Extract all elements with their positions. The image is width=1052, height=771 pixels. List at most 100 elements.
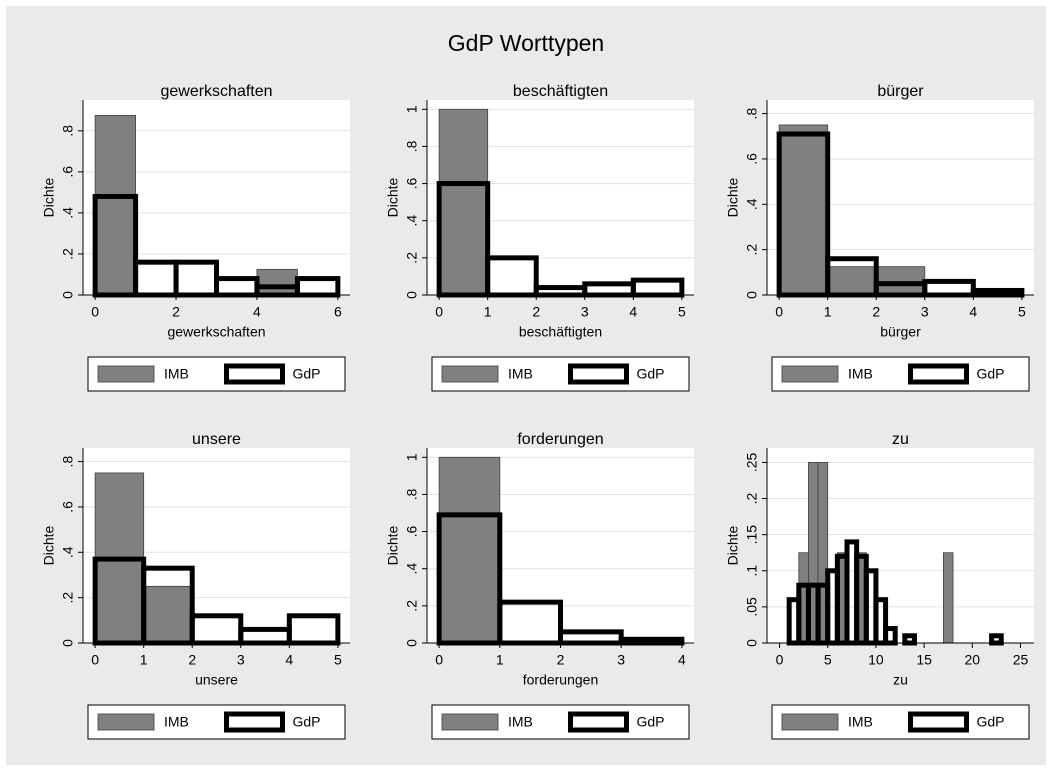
y-tick-label: 1: [404, 453, 420, 461]
hist-bar: [438, 108, 489, 296]
legend-swatch: [781, 713, 839, 731]
panel: zu 0 .05 .1 .15 .2 .25 Dichte 0 5 10 15 20 25 zu IMB GdP: [725, 431, 1034, 740]
y-tick-label: .05: [744, 597, 760, 617]
x-axis-label: unsere: [195, 672, 238, 688]
legend-label: IMB: [848, 366, 873, 382]
panel-title: zu: [892, 431, 909, 448]
hist-bar: [970, 287, 1025, 298]
legend-label: IMB: [848, 714, 873, 730]
legend-label: GdP: [977, 366, 1005, 382]
y-tick-label: .4: [744, 198, 760, 210]
y-tick-label: 0: [60, 639, 76, 647]
main-title: GdP Worttypen: [448, 30, 604, 56]
y-tick-label: .8: [404, 488, 420, 500]
y-tick-label: 0: [744, 291, 760, 299]
panel-title: bürger: [877, 83, 924, 100]
y-tick-label: .8: [60, 456, 76, 468]
x-tick-label: 0: [775, 304, 783, 320]
x-tick-label: 1: [496, 652, 504, 668]
x-tick-label: 3: [617, 652, 625, 668]
y-axis-label: Dichte: [41, 525, 57, 565]
x-tick-label: 5: [824, 652, 832, 668]
y-tick-label: 0: [404, 291, 420, 299]
legend-swatch: [97, 365, 155, 383]
x-tick-label: 3: [921, 304, 929, 320]
y-tick-label: .15: [744, 525, 760, 545]
legend-box: [87, 704, 346, 740]
x-tick-label: 3: [237, 652, 245, 668]
legend-label: GdP: [293, 714, 321, 730]
y-tick-label: .2: [404, 600, 420, 612]
x-tick-label: 0: [91, 304, 99, 320]
panel: gewerkschaften 0 .2 .4 .6 .8 Dichte 0 2 4 6 gewerks…: [41, 83, 350, 392]
y-tick-label: .2: [60, 592, 76, 604]
x-tick-label: 2: [872, 304, 880, 320]
x-tick-label: 5: [678, 304, 686, 320]
y-tick-label: .2: [744, 493, 760, 505]
x-tick-label: 0: [435, 652, 443, 668]
x-axis-label: zu: [893, 672, 908, 688]
y-tick-label: .6: [404, 178, 420, 190]
x-axis-label: beschäftigten: [519, 324, 602, 340]
y-axis-label: Dichte: [725, 177, 741, 217]
hist-bar: [94, 114, 136, 296]
y-tick-label: .4: [60, 207, 76, 219]
x-tick-label: 20: [965, 652, 981, 668]
x-axis-label: gewerkschaften: [167, 324, 265, 340]
x-tick-label: 5: [1018, 304, 1026, 320]
legend-label: IMB: [508, 714, 533, 730]
y-axis-label: Dichte: [41, 177, 57, 217]
x-tick-label: 4: [285, 652, 293, 668]
y-tick-label: 0: [744, 639, 760, 647]
y-tick-label: .8: [404, 140, 420, 152]
x-tick-label: 2: [188, 652, 196, 668]
x-tick-label: 2: [532, 304, 540, 320]
y-tick-label: .6: [60, 166, 76, 178]
legend-swatch: [441, 713, 499, 731]
hist-bar: [143, 585, 193, 644]
y-tick-label: .6: [744, 153, 760, 165]
legend-swatch: [97, 713, 155, 731]
legend-swatch: [568, 363, 629, 385]
y-tick-label: .25: [744, 453, 760, 473]
panel-title: forderungen: [517, 431, 603, 448]
y-axis-label: Dichte: [385, 525, 401, 565]
hist-bar: [256, 268, 298, 296]
x-axis-label: bürger: [880, 324, 921, 340]
panel-title: unsere: [192, 431, 241, 448]
hist-bar: [778, 124, 829, 296]
panel-title: gewerkschaften: [160, 83, 272, 100]
legend-swatch: [908, 363, 969, 385]
x-tick-label: 0: [776, 652, 784, 668]
x-tick-label: 4: [678, 652, 686, 668]
y-tick-label: .2: [60, 248, 76, 260]
y-tick-label: .1: [744, 565, 760, 577]
y-tick-label: .4: [404, 563, 420, 575]
x-tick-label: 2: [172, 304, 180, 320]
x-tick-label: 0: [91, 652, 99, 668]
y-tick-label: .6: [60, 501, 76, 513]
y-tick-label: 0: [60, 291, 76, 299]
x-tick-label: 4: [969, 304, 977, 320]
y-tick-label: .2: [404, 252, 420, 264]
hist-bar: [827, 266, 877, 296]
y-tick-label: 0: [404, 639, 420, 647]
x-tick-label: 3: [581, 304, 589, 320]
legend-label: IMB: [164, 714, 189, 730]
hist-bar: [438, 456, 501, 644]
legend-swatch: [908, 711, 969, 733]
legend-label: GdP: [637, 714, 665, 730]
legend-swatch: [781, 365, 839, 383]
y-tick-label: .4: [60, 546, 76, 558]
hist-bar: [875, 266, 926, 296]
x-tick-label: 1: [484, 304, 492, 320]
legend-swatch: [224, 711, 285, 733]
y-tick-label: .8: [744, 108, 760, 120]
panel: forderungen 0 .2 .4 .6 .8 1 Dichte 0 1 2 3 4 forderun…: [385, 431, 694, 740]
legend-swatch: [568, 711, 629, 733]
x-tick-label: 5: [334, 652, 342, 668]
legend-label: IMB: [508, 366, 533, 382]
y-axis-label: Dichte: [725, 525, 741, 565]
panel: unsere 0 .2 .4 .6 .8 Dichte 0 1 2 3 4 5 unsere IMB GdP: [41, 431, 350, 740]
